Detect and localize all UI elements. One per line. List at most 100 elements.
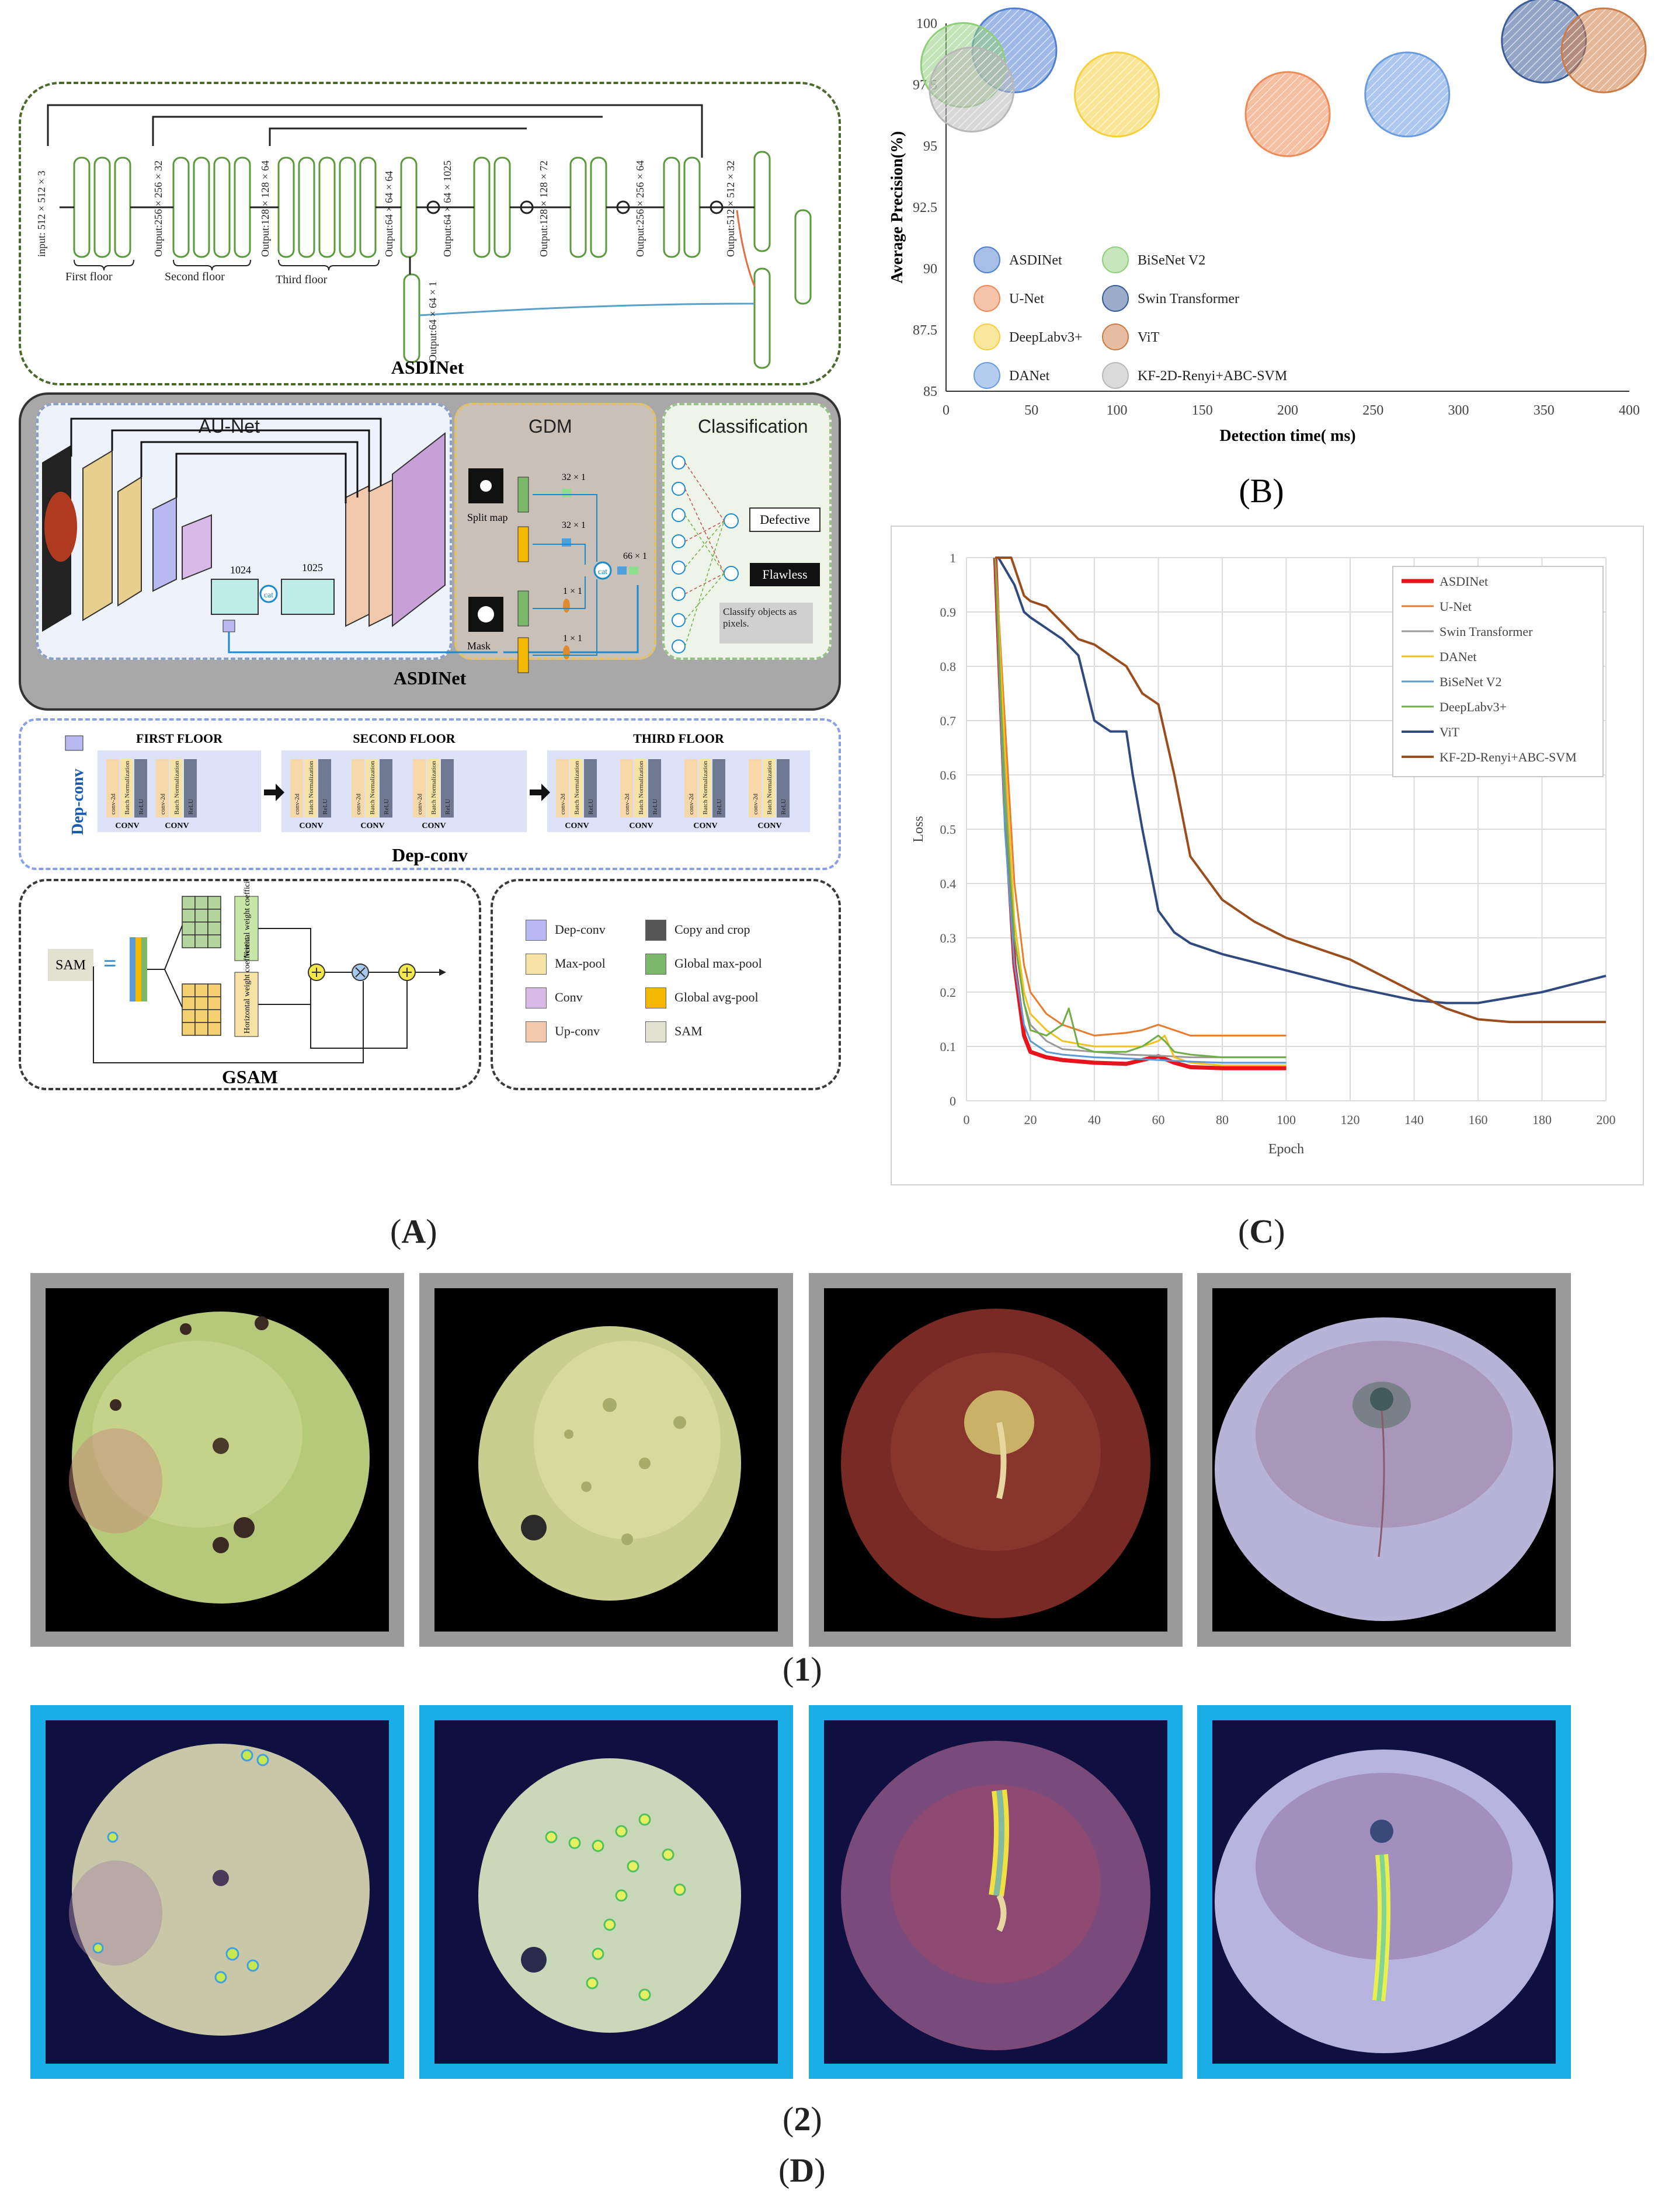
dep-conv-layer-label: conv-2d [355, 793, 362, 815]
dep-conv-layer-label: ReLU [780, 799, 787, 815]
vertical-grid-cell [182, 896, 196, 910]
x-tick-label: 100 [1107, 403, 1128, 418]
dep-conv-layer-label: conv-2d [688, 793, 695, 815]
svg-text:Output:256 × 256 × 32: Output:256 × 256 × 32 [152, 161, 164, 257]
cat-label-2: cat [598, 568, 607, 576]
x-tick-label: 200 [1597, 1112, 1616, 1127]
size-66-label: 66 × 1 [623, 551, 647, 561]
legend-marker [1102, 362, 1129, 389]
dep-conv-layer-label: conv-2d [559, 793, 566, 815]
dep-conv-layer-label: conv-2d [159, 793, 166, 815]
legend-label: ASDINet [1009, 253, 1062, 268]
horizontal-grid-cell [207, 1022, 221, 1036]
x-tick-label: 200 [1277, 403, 1298, 418]
dep-conv-layer [634, 759, 647, 818]
apple-photo-4 [1197, 1273, 1571, 1647]
horizontal-grid-cell [182, 1009, 196, 1023]
dep-conv-layer [556, 759, 569, 818]
dep-conv-layer [184, 759, 197, 818]
dep-conv-title: Dep-conv [392, 844, 468, 865]
dep-conv-layer-label: Batch Normalization [430, 761, 437, 815]
dep-conv-layer-label: Batch Normalization [702, 761, 709, 815]
sam-label: SAM [55, 958, 86, 973]
svg-text:Output:512 × 512 × 32: Output:512 × 512 × 32 [725, 161, 736, 257]
dep-conv-layer [120, 759, 133, 818]
y-tick-label: 90 [923, 262, 937, 277]
legend-marker [973, 324, 1000, 350]
series-line [994, 557, 1287, 1037]
legend-swatch [526, 1021, 547, 1042]
third-floor-label: THIRD FLOOR [633, 731, 725, 746]
dep-conv-layer-label: Batch Normalization [173, 761, 180, 815]
y-tick-label: 92.5 [913, 200, 937, 215]
caption-a: (A) [390, 1212, 437, 1250]
legend-swatch [526, 920, 547, 941]
asdinet-arch-diagram: input: 512 × 512 × 3 Output:256 × 256 × … [36, 104, 812, 378]
conv-label: CONV [360, 822, 384, 830]
horizontal-grid-cell [194, 983, 208, 997]
x-tick-label: 150 [1192, 403, 1213, 418]
x-axis-label: Detection time( ms) [1219, 427, 1355, 445]
dep-conv-layer [380, 759, 392, 818]
dep-conv-layer [684, 759, 697, 818]
cat-label-1: cat [264, 591, 273, 600]
y-tick-label: 0.8 [940, 659, 957, 674]
legend-label: Swin Transformer [1138, 291, 1239, 307]
heatmap-photo-3 [809, 1705, 1183, 2079]
dep-conv-layer-label: Batch Normalization [369, 761, 376, 815]
dep-conv-layer [570, 759, 583, 818]
conv-label: CONV [422, 822, 446, 830]
svg-text:Output:64 × 64 × 1: Output:64 × 64 × 1 [427, 281, 439, 362]
x-tick-label: 20 [1024, 1112, 1037, 1127]
y-axis-label: Average Precision(%) [888, 131, 906, 284]
n1024-label: 1024 [230, 564, 251, 576]
gsam-panel [19, 879, 481, 1090]
y-tick-label: 0.7 [940, 714, 957, 728]
dep-conv-layer [413, 759, 426, 818]
mask-label: Mask [467, 640, 491, 652]
x-tick-label: 140 [1404, 1112, 1424, 1127]
dep-conv-layer [318, 759, 331, 818]
horizontal-grid-cell [182, 1022, 196, 1036]
x-tick-label: 0 [964, 1112, 970, 1127]
dep-conv-layer-label: ReLU [587, 799, 594, 815]
dep-conv-layer [698, 759, 711, 818]
legend-label: U-Net [1440, 599, 1472, 614]
vertical-grid-cell [182, 934, 196, 948]
y-tick-label: 85 [923, 384, 937, 399]
vertical-grid-cell [194, 934, 208, 948]
vertical-grid-cell [207, 921, 221, 935]
legend-label: BiSeNet V2 [1138, 253, 1205, 268]
size-1a-label: 1 × 1 [563, 586, 582, 596]
heatmap-photo-4 [1197, 1705, 1571, 2079]
conv-label: CONV [757, 822, 781, 830]
dep-conv-layer [134, 759, 147, 818]
legend-label: ASDINet [1440, 574, 1488, 589]
dep-conv-layer [352, 759, 364, 818]
horizontal-grid-cell [182, 996, 196, 1010]
conv-label: CONV [115, 822, 139, 830]
heatmap-photo-2 [419, 1705, 793, 2079]
dep-conv-layer-label: ReLU [716, 799, 723, 815]
dep-conv-layer-label: Batch Normalization [124, 761, 131, 815]
dep-conv-layer-label: Batch Normalization [573, 761, 580, 815]
y-tick-label: 0.2 [940, 985, 957, 1000]
legend-items: Dep-conv Max-pool Conv Up-conv Copy and crop… [491, 879, 841, 1090]
panel-c-chart: 0 0.1 0.2 0.3 0.4 0.5 0.6 0.7 0.8 0.9 1 0 20 40 60 80 10… [911, 551, 1616, 1157]
dep-conv-layer [106, 759, 119, 818]
dep-conv-layer-label: ReLU [383, 799, 390, 815]
apple-photo-2 [419, 1273, 793, 1647]
svg-text:input: 512 × 512 × 3: input: 512 × 512 × 3 [36, 171, 47, 257]
x-axis-label: Epoch [1268, 1142, 1304, 1157]
legend-swatch [645, 954, 666, 975]
legend-label: DeepLabv3+ [1009, 330, 1082, 345]
svg-text:Third floor: Third floor [276, 273, 328, 286]
dep-conv-layer [427, 759, 440, 818]
x-tick-label: 180 [1532, 1112, 1552, 1127]
legend-label: ViT [1440, 725, 1460, 739]
panel-c-frame [891, 526, 1644, 1185]
dep-conv-layer [712, 759, 725, 818]
legend-label: DANet [1440, 649, 1477, 664]
classify-note: Classify objects as pixels. [723, 606, 797, 629]
vertical-grid-cell [182, 909, 196, 923]
